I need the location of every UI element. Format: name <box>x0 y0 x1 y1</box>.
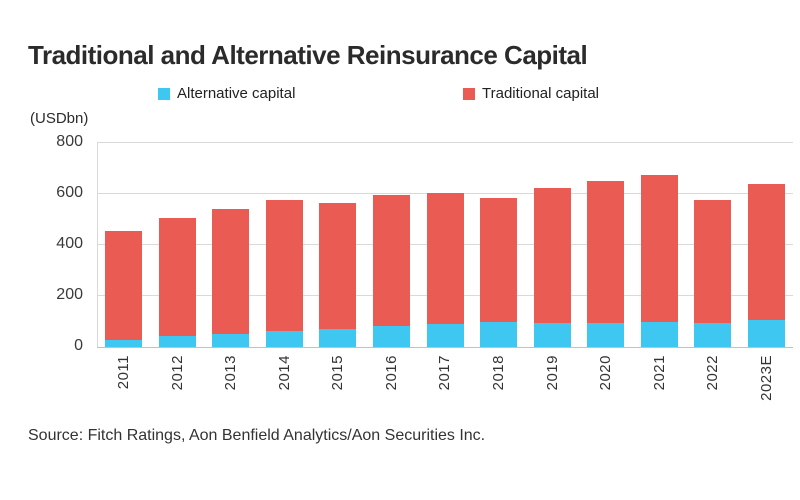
y-axis-unit-label: (USDbn) <box>30 110 89 127</box>
legend-item-traditional: Traditional capital <box>463 85 599 102</box>
y-axis-tick-label: 800 <box>56 133 83 150</box>
bar-segment-traditional <box>426 192 464 325</box>
bar-segment-alternative <box>533 322 571 347</box>
x-axis-label: 2022 <box>704 355 722 391</box>
bar-segment-traditional <box>587 181 625 324</box>
bar-segment-traditional <box>694 200 732 324</box>
x-axis-label: 2015 <box>329 355 347 391</box>
y-axis-tick-label: 0 <box>74 337 83 354</box>
x-axis-line <box>97 347 793 348</box>
y-axis-tick-label: 400 <box>56 235 83 252</box>
bar-segment-traditional <box>158 218 196 336</box>
x-axis-label: 2023E <box>757 355 775 401</box>
bar-segment-alternative <box>640 322 678 347</box>
x-axis-label: 2014 <box>275 355 293 391</box>
legend-label-traditional: Traditional capital <box>482 85 600 102</box>
bar-segment-traditional <box>747 183 785 321</box>
bar-segment-traditional <box>480 197 518 323</box>
bar-segment-alternative <box>747 320 785 347</box>
x-axis-label: 2019 <box>543 355 561 391</box>
gridline <box>97 142 793 143</box>
legend-item-alternative: Alternative capital <box>158 85 295 102</box>
legend-label-alternative: Alternative capital <box>177 85 296 102</box>
x-axis-label: 2011 <box>115 355 133 390</box>
bar-segment-traditional <box>319 202 357 329</box>
x-axis-label: 2021 <box>650 355 668 391</box>
y-axis-tick-label: 600 <box>56 184 83 201</box>
x-axis-label: 2012 <box>168 355 186 391</box>
chart-title: Traditional and Alternative Reinsurance … <box>28 40 588 70</box>
bar-segment-traditional <box>533 187 571 323</box>
bar-segment-traditional <box>372 195 410 327</box>
x-axis-label: 2017 <box>436 355 454 391</box>
y-axis-tick-label: 200 <box>56 286 83 303</box>
x-axis-label: 2016 <box>382 355 400 391</box>
bar-segment-alternative <box>480 322 518 347</box>
bar-segment-alternative <box>265 330 303 347</box>
x-axis-label: 2018 <box>490 355 508 391</box>
source-note: Source: Fitch Ratings, Aon Benfield Anal… <box>28 427 486 444</box>
bar-segment-alternative <box>587 323 625 347</box>
bar-segment-traditional <box>105 230 143 340</box>
chart-legend: Alternative capital Traditional capital <box>0 85 800 105</box>
bar-segment-traditional <box>265 200 303 331</box>
bar-segment-alternative <box>372 326 410 347</box>
legend-swatch-alternative-icon <box>158 87 170 100</box>
bar-segment-traditional <box>640 174 678 323</box>
bar-segment-alternative <box>426 324 464 347</box>
bar-segment-alternative <box>158 335 196 347</box>
y-axis-line <box>97 143 98 347</box>
bar-segment-traditional <box>212 209 250 335</box>
bar-segment-alternative <box>105 339 143 347</box>
x-axis-label: 2013 <box>222 355 240 391</box>
x-axis-label: 2020 <box>597 355 615 391</box>
bar-segment-alternative <box>212 334 250 347</box>
legend-swatch-traditional-icon <box>463 87 475 100</box>
bar-segment-alternative <box>694 323 732 347</box>
bar-segment-alternative <box>319 328 357 347</box>
